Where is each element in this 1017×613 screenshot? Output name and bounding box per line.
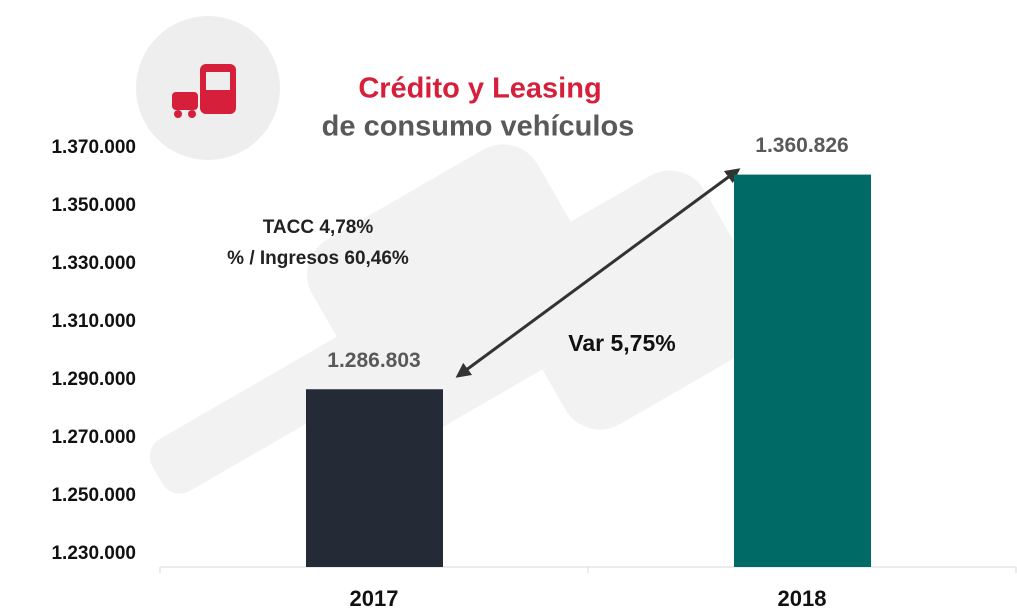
chart-title: Crédito y Leasing <box>358 73 601 105</box>
annotation: TACC 4,78% <box>263 217 374 238</box>
vehicle-icon <box>172 64 236 118</box>
x-tick-label: 2018 <box>778 586 827 611</box>
arrow <box>455 168 741 378</box>
y-tick-label: 1.370.000 <box>51 137 136 158</box>
bar <box>306 389 443 567</box>
y-tick-label: 1.290.000 <box>51 369 136 390</box>
data-label: 1.360.826 <box>755 134 848 157</box>
y-tick-label: 1.350.000 <box>51 195 136 216</box>
bar <box>734 174 871 567</box>
x-tick-label: 2017 <box>350 586 399 611</box>
y-tick-label: 1.330.000 <box>51 253 136 274</box>
y-tick-label: 1.230.000 <box>51 543 136 564</box>
data-label: 1.286.803 <box>327 349 420 372</box>
y-tick-label: 1.250.000 <box>51 485 136 506</box>
watermark <box>149 144 770 494</box>
annotation: % / Ingresos 60,46% <box>227 248 409 269</box>
y-tick-label: 1.270.000 <box>51 427 136 448</box>
chart-subtitle: de consumo vehículos <box>322 111 635 143</box>
y-tick-label: 1.310.000 <box>51 311 136 332</box>
annotation: Var 5,75% <box>568 330 675 356</box>
